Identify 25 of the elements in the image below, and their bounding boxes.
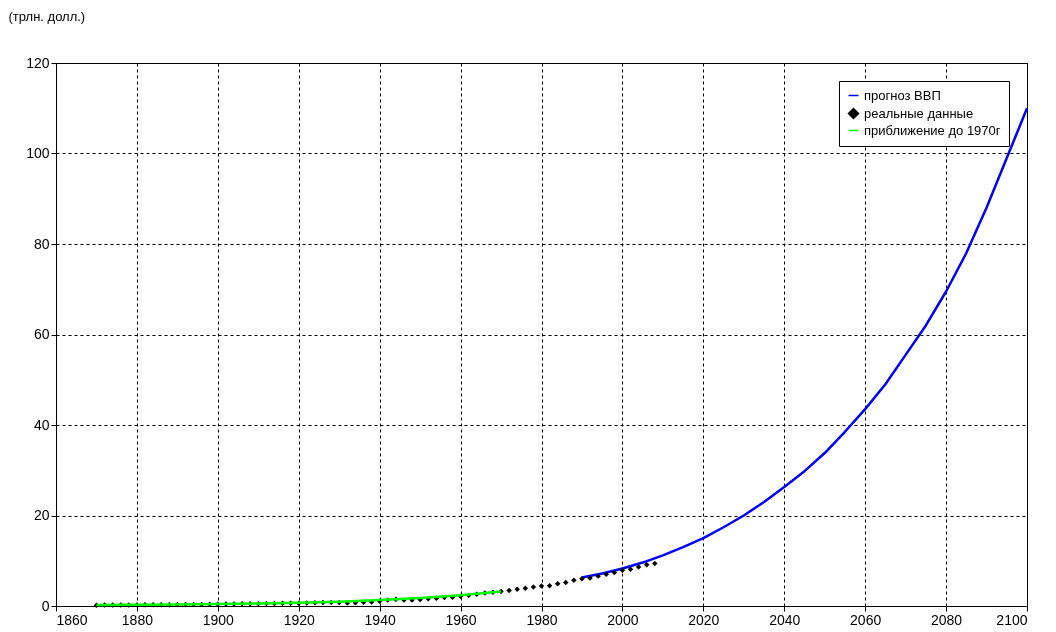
x-tick-label: 1960 xyxy=(445,611,477,628)
x-tick-label: 2040 xyxy=(769,611,801,628)
y-tick-label: 40 xyxy=(33,416,50,433)
x-tick-label: 1900 xyxy=(202,611,235,628)
y-tick-label: 60 xyxy=(33,326,50,342)
line-series xyxy=(95,590,503,607)
x-tick-label: 2100 xyxy=(996,611,1028,628)
x-tick-label: 1940 xyxy=(364,611,396,628)
legend-label: приближение до 1970г xyxy=(864,122,1001,138)
x-tick-label: 1860 xyxy=(56,611,88,628)
x-tick-label: 2080 xyxy=(931,611,963,628)
x-tick-label: 1880 xyxy=(121,611,154,628)
x-tick-label: 2060 xyxy=(850,611,882,628)
y-tick-label: 20 xyxy=(33,507,50,523)
legend-label: прогноз ВВП xyxy=(864,87,941,103)
y-axis-title: (трлн. долл.) xyxy=(8,8,86,24)
legend-label: реальные данные xyxy=(864,105,974,121)
x-tick-label: 1980 xyxy=(526,611,558,628)
y-tick-label: 100 xyxy=(26,145,50,161)
x-tick-label: 1920 xyxy=(283,611,316,628)
y-tick-label: 80 xyxy=(33,235,50,252)
y-tick-label: 0 xyxy=(41,597,50,614)
x-tick-label: 2020 xyxy=(688,611,720,628)
y-tick-label: 120 xyxy=(26,54,50,71)
x-tick-label: 2000 xyxy=(607,611,639,628)
